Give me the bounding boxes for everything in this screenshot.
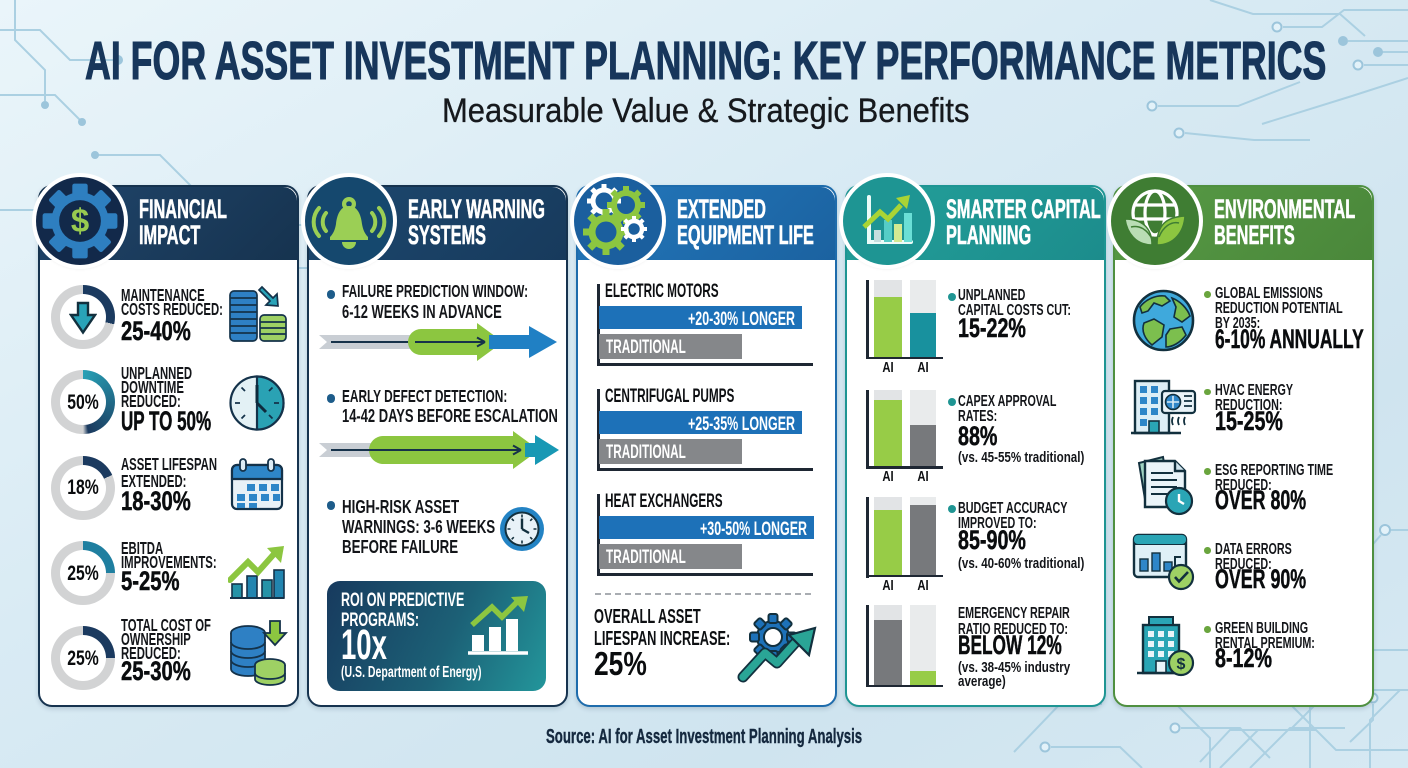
svg-text:$: $ — [1177, 656, 1186, 673]
svg-text:$: $ — [71, 202, 89, 239]
